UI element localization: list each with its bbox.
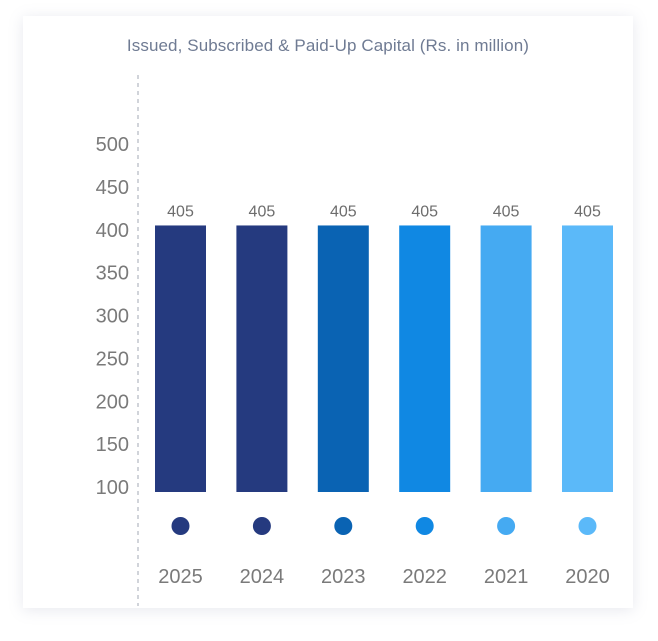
bar-data-labels: 405 405 405 405 405 405: [167, 203, 601, 220]
bar-value-label-2021: 405: [493, 203, 520, 220]
y-tick-label: 100: [96, 477, 129, 499]
x-tick-label-2023: 2023: [321, 566, 366, 588]
bar-value-label-2024: 405: [249, 203, 276, 220]
bar-value-label-2025: 405: [167, 203, 194, 220]
bar-2024: [236, 225, 288, 492]
x-tick-label-2021: 2021: [484, 566, 529, 588]
bar-2020: [562, 225, 613, 492]
category-dot-2020: [578, 517, 597, 535]
category-dot-2024: [252, 517, 271, 535]
bar-value-label-2023: 405: [330, 203, 357, 220]
category-dot-2021: [497, 517, 516, 535]
x-tick-label-2025: 2025: [158, 566, 203, 588]
y-tick-label: 300: [96, 306, 129, 328]
bars: [155, 225, 613, 492]
bar-value-label-2022: 405: [411, 203, 438, 220]
category-dot-2025: [171, 517, 190, 535]
y-tick-label: 150: [96, 434, 129, 456]
chart-title: Issued, Subscribed & Paid-Up Capital (Rs…: [126, 36, 530, 55]
category-dot-2022: [415, 517, 434, 535]
y-tick-label: 350: [96, 263, 129, 285]
bar-2025: [155, 225, 206, 492]
bar-2023: [317, 225, 369, 492]
y-tick-label: 250: [96, 348, 129, 370]
y-tick-label: 200: [96, 391, 129, 413]
bar-value-label-2020: 405: [574, 203, 601, 220]
category-dot-2023: [334, 517, 353, 535]
x-axis-labels: 2025 2024 2023 2022 2021 2020: [158, 566, 610, 588]
x-tick-label-2020: 2020: [565, 566, 610, 588]
y-tick-label: 500: [96, 134, 129, 156]
x-tick-label-2022: 2022: [402, 566, 447, 588]
y-tick-label: 400: [96, 220, 129, 242]
category-dots: [171, 517, 597, 535]
y-tick-label: 450: [96, 177, 129, 199]
y-axis-ticks: 100 150 200 250 300 350 400 450 500: [96, 134, 129, 499]
bar-2021: [480, 225, 532, 492]
x-tick-label-2024: 2024: [240, 566, 285, 588]
bar-2022: [399, 225, 451, 492]
